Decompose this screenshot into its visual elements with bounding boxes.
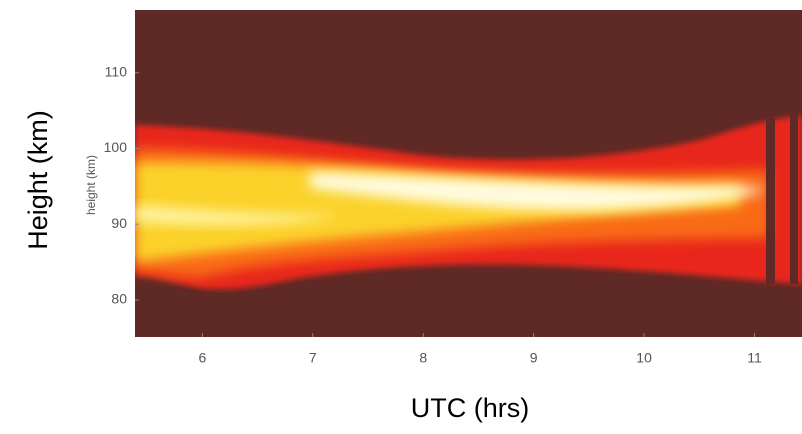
y-tick-label: 110: [105, 64, 128, 80]
inner-y-axis-title: height (km): [84, 155, 98, 215]
x-tick-label: 7: [309, 350, 317, 366]
x-axis-title: UTC (hrs): [411, 393, 529, 423]
heatmap-region: [135, 205, 340, 226]
data-gap: [766, 118, 775, 284]
y-tick-label: 90: [111, 215, 127, 231]
x-tick-label: 8: [419, 350, 427, 366]
x-tick-label: 9: [530, 350, 538, 366]
x-tick-label: 11: [747, 350, 762, 366]
x-tick-label: 6: [198, 350, 206, 366]
y-tick-label: 100: [104, 139, 128, 155]
y-tick-label: 80: [111, 291, 127, 307]
heatmap-region: [310, 172, 765, 211]
heatmap: [135, 10, 802, 337]
x-tick-label: 10: [636, 350, 652, 366]
y-axis-title: Height (km): [23, 110, 53, 250]
data-gap: [790, 112, 798, 284]
